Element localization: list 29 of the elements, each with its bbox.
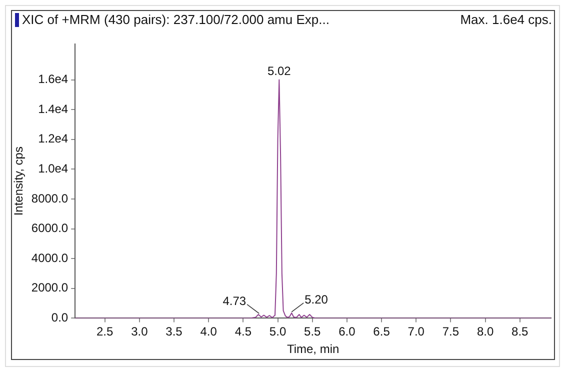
x-tick-label: 3.0: [131, 324, 148, 339]
y-tick-label: 0.0: [51, 310, 68, 325]
annotation: 5.20: [304, 292, 328, 306]
y-tick-label: 1.2e4: [38, 132, 68, 146]
y-tick-label: 1.6e4: [38, 72, 68, 86]
x-tick-label: 2.5: [96, 324, 114, 339]
x-tick-label: 5.5: [304, 324, 322, 339]
annotation: 5.02: [267, 64, 292, 78]
y-tick-label: 2000.0: [31, 280, 68, 295]
x-tick-label: 6.5: [373, 324, 390, 339]
x-tick-label: 8.0: [476, 324, 494, 339]
x-tick-label: 4.0: [200, 324, 218, 339]
y-tick-label: 1.4e4: [38, 102, 68, 116]
y-tick-label: 1.0e4: [38, 161, 68, 176]
x-tick-label: 8.5: [512, 324, 529, 339]
x-axis-title: Time, min: [286, 342, 340, 356]
x-tick-label: 4.5: [234, 324, 252, 339]
x-tick-label: 6.0: [338, 324, 356, 339]
x-tick-label: 7.5: [442, 324, 460, 339]
annotation: 4.73: [222, 294, 246, 308]
y-tick-label: 8000.0: [31, 191, 68, 206]
x-tick-label: 3.5: [166, 324, 183, 339]
y-axis-title: Intensity, cps: [12, 146, 26, 216]
x-tick-label: 5.0: [269, 324, 286, 339]
x-tick-label: 7.0: [408, 324, 425, 339]
chart-subtitle: Max. 1.6e4 cps.: [460, 12, 552, 27]
chart-title: XIC of +MRM (430 pairs): 237.100/72.000 amu Exp...: [22, 12, 330, 27]
y-tick-label: 4000.0: [31, 250, 68, 265]
y-tick-label: 6000.0: [31, 221, 68, 236]
